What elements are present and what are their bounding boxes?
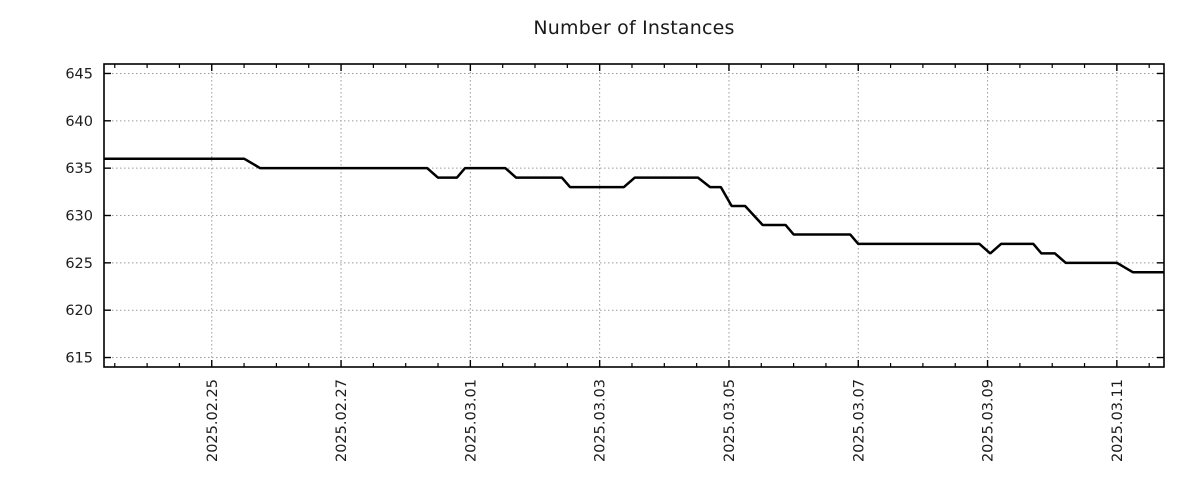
svg-text:2025.03.11: 2025.03.11 — [1110, 379, 1126, 462]
axis-frame — [103, 63, 1165, 368]
x-tick-labels: 2025.02.25 2025.02.27 2025.03.01 2025.03.03… — [205, 379, 1126, 462]
svg-text:620: 620 — [65, 303, 93, 319]
svg-text:615: 615 — [65, 351, 93, 367]
y-tick-labels: 615 620 625 630 635 640 645 — [65, 66, 93, 366]
svg-text:2025.03.03: 2025.03.03 — [593, 379, 609, 462]
svg-text:645: 645 — [65, 66, 93, 82]
svg-text:2025.03.09: 2025.03.09 — [981, 379, 997, 462]
svg-text:2025.02.25: 2025.02.25 — [205, 379, 221, 462]
series-line-instances — [104, 157, 1164, 274]
svg-text:2025.03.05: 2025.03.05 — [722, 379, 738, 462]
svg-text:640: 640 — [65, 114, 93, 130]
chart-title: Number of Instances — [533, 17, 735, 39]
svg-text:2025.02.27: 2025.02.27 — [334, 379, 350, 462]
svg-text:635: 635 — [65, 161, 93, 177]
svg-text:2025.03.01: 2025.03.01 — [463, 379, 479, 462]
svg-text:630: 630 — [65, 209, 93, 225]
gridlines — [104, 64, 1164, 367]
svg-text:625: 625 — [65, 256, 93, 272]
svg-text:2025.03.07: 2025.03.07 — [851, 379, 867, 462]
